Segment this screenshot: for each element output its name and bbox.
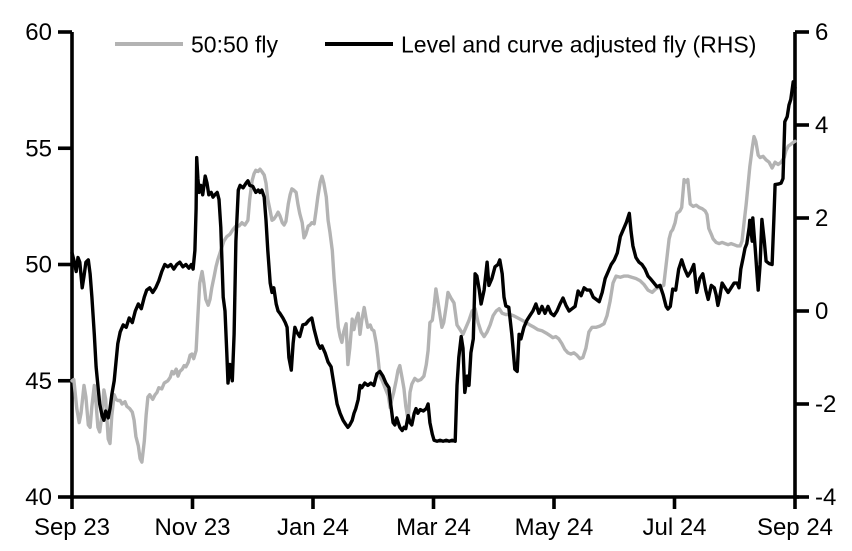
x-tick-label: Jan 24: [277, 514, 349, 541]
y-left-tick-label: 60: [25, 19, 52, 46]
x-tick-label: Mar 24: [396, 514, 471, 541]
axis-ticks: [58, 30, 809, 509]
y-right-tick-label: 2: [815, 205, 828, 232]
legend-item-label: Level and curve adjusted fly (RHS): [401, 31, 756, 57]
x-tick-label: Sep 24: [757, 514, 833, 541]
legend-item-label: 50:50 fly: [191, 31, 278, 57]
black-series-line: [70, 80, 797, 443]
y-left-tick-label: 45: [25, 368, 52, 395]
legend-item: 50:50 fly: [115, 31, 278, 57]
series-lines: [70, 80, 797, 464]
y-left-tick-label: 50: [25, 252, 52, 279]
x-tick-label: Jul 24: [642, 514, 706, 541]
gray-series-line: [70, 134, 797, 464]
y-right-tick-label: 0: [815, 298, 828, 325]
y-right-tick-label: 6: [815, 19, 828, 46]
axis-tick-labels: 40 45 50 55 60 -4 -2 0 2 4 6 Sep 23 Nov 23 Jan 24 Mar …: [25, 19, 836, 541]
legend: 50:50 fly Level and curve adjusted fly (R…: [115, 31, 756, 57]
y-left-tick-label: 40: [25, 484, 52, 511]
x-tick-label: Nov 23: [154, 514, 230, 541]
legend-item: Level and curve adjusted fly (RHS): [325, 31, 756, 57]
y-left-tick-label: 55: [25, 135, 52, 162]
y-right-tick-label: -4: [815, 484, 836, 511]
axes: [70, 32, 799, 499]
x-tick-label: Sep 23: [34, 514, 110, 541]
x-tick-label: May 24: [515, 514, 594, 541]
y-right-tick-label: -2: [815, 391, 836, 418]
y-right-tick-label: 4: [815, 112, 828, 139]
